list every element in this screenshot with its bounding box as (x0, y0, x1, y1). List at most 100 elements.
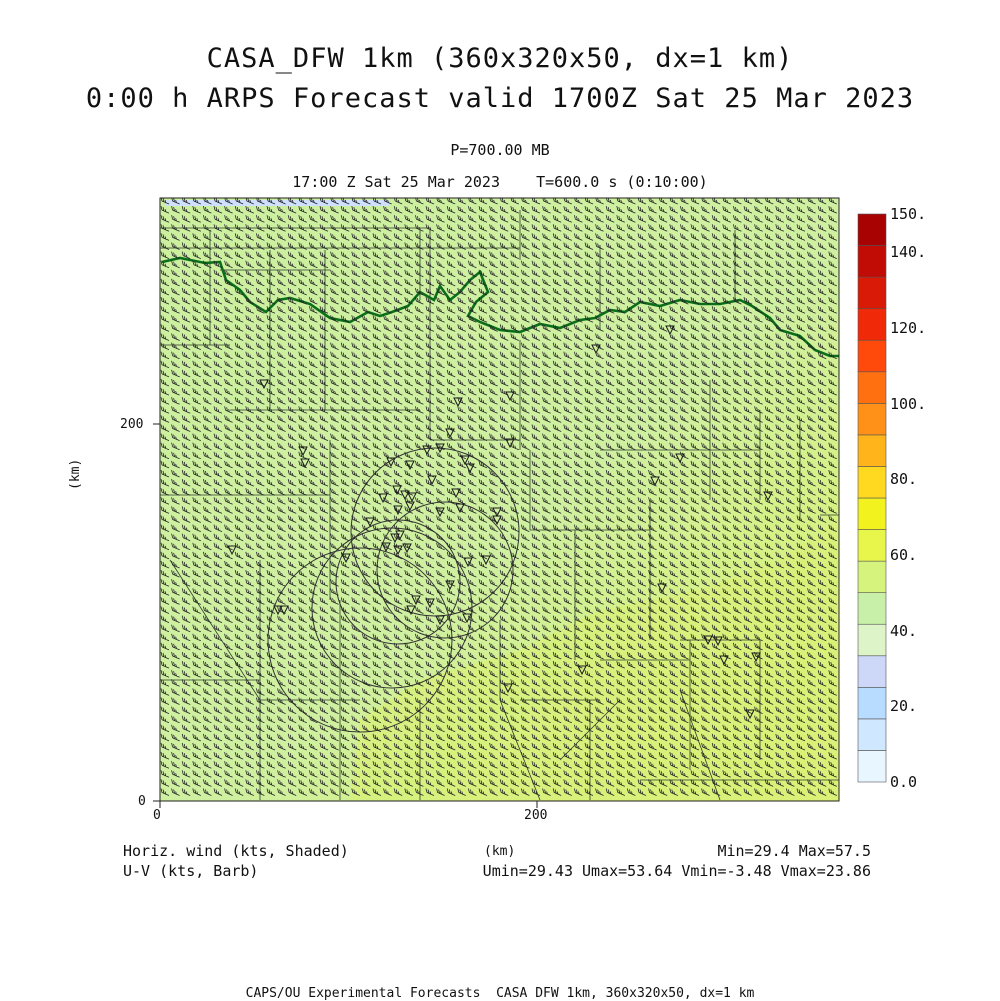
colorbar-swatch (857, 529, 887, 562)
radar-site-marker (298, 446, 308, 457)
radar-site-marker (713, 636, 723, 647)
radar-site-marker (300, 458, 310, 469)
radar-site-marker (451, 488, 461, 499)
plot-frame (159, 197, 840, 802)
radar-site-marker (279, 605, 289, 616)
uv-range-label: Umin=29.43 Umax=53.64 Vmin=-3.48 Vmax=23… (482, 862, 871, 880)
radar-site-marker (445, 580, 455, 591)
radar-site-marker (745, 709, 755, 720)
radar-site-marker (719, 655, 729, 666)
colorbar-label: 140. (890, 243, 927, 261)
radar-site-marker (455, 503, 465, 514)
radar-site-marker (435, 443, 445, 454)
radar-site-marker (386, 457, 396, 468)
radar-site-marker (381, 542, 391, 553)
figure-title-line1: CASA_DFW 1km (360x320x50, dx=1 km) (206, 43, 794, 74)
radar-site-marker (650, 476, 660, 487)
colorbar-label: 150. (890, 205, 927, 223)
radar-site-marker (407, 492, 417, 503)
y-axis-label: (km) (68, 458, 83, 490)
x-axis-label: (km) (484, 844, 516, 859)
colorbar-label: 40. (890, 622, 918, 640)
colorbar-label: 0.0 (890, 773, 918, 791)
y-tick-0: 0 (138, 794, 146, 809)
radar-site-marker (591, 344, 601, 355)
radar-range-ring (311, 527, 473, 689)
colorbar-swatch (857, 497, 887, 530)
radar-range-ring (350, 447, 520, 617)
radar-site-marker (405, 501, 415, 512)
colorbar-label: 120. (890, 319, 927, 337)
radar-site-marker (425, 598, 435, 609)
radar-site-marker (445, 428, 455, 439)
min-max-label: Min=29.4 Max=57.5 (717, 842, 871, 860)
valid-time-label: 17:00 Z Sat 25 Mar 2023 T=600.0 s (0:10:… (292, 173, 708, 191)
radar-site-marker (427, 475, 437, 486)
radar-site-marker (751, 652, 761, 663)
radar-site-marker (763, 491, 773, 502)
shaded-field-label: Horiz. wind (kts, Shaded) (123, 842, 349, 860)
radar-site-marker (492, 515, 502, 526)
radar-site-marker (435, 615, 445, 626)
colorbar-swatch (857, 245, 887, 278)
radar-sites (227, 325, 773, 720)
radar-range-ring (267, 547, 453, 733)
x-tick-0: 0 (153, 808, 161, 823)
radar-site-marker (657, 583, 667, 594)
radar-site-marker (481, 555, 491, 566)
colorbar-label: 60. (890, 546, 918, 564)
radar-site-marker (665, 325, 675, 336)
credits-line: CAPS/OU Experimental Forecasts CASA DFW … (245, 986, 755, 1001)
axis-ticks (153, 423, 538, 808)
radar-site-marker (465, 463, 475, 474)
radar-site-marker (400, 490, 410, 501)
radar-site-marker (503, 683, 513, 694)
colorbar-swatch (857, 718, 887, 751)
radar-site-marker (453, 397, 463, 408)
radar-site-marker (341, 553, 351, 564)
radar-site-marker (378, 493, 388, 504)
colorbar-swatch (857, 213, 887, 246)
radar-site-marker (411, 595, 421, 606)
pressure-level-label: P=700.00 MB (450, 141, 550, 159)
radar-site-marker (460, 455, 470, 466)
radar-site-marker (406, 605, 416, 616)
radar-site-marker (402, 543, 412, 554)
radar-site-marker (259, 379, 269, 390)
radar-site-marker (393, 505, 403, 516)
radar-site-marker (703, 635, 713, 646)
colorbar-swatch (857, 339, 887, 373)
barb-grid (160, 198, 837, 796)
colorbar-swatch (857, 623, 887, 657)
y-tick-200: 200 (120, 417, 144, 432)
colorbar-swatch (857, 592, 887, 625)
radar-site-marker (463, 557, 473, 568)
radar-site-marker (492, 507, 502, 518)
colorbar-swatch (857, 308, 887, 341)
colorbar (857, 213, 887, 783)
radar-site-marker (462, 613, 472, 624)
radar-site-marker (390, 533, 400, 544)
radar-site-marker (273, 605, 283, 616)
radar-site-marker (365, 517, 375, 528)
colorbar-label: 20. (890, 697, 918, 715)
colorbar-swatch (857, 371, 887, 404)
radar-site-marker (435, 507, 445, 518)
colorbar-swatch (857, 750, 887, 783)
barb-field-label: U-V (kts, Barb) (123, 862, 259, 880)
figure-title-line2: 0:00 h ARPS Forecast valid 1700Z Sat 25 … (85, 83, 915, 114)
colorbar-swatch (857, 560, 887, 593)
colorbar-swatch (857, 655, 887, 688)
radar-site-marker (577, 665, 587, 676)
colorbar-swatch (857, 466, 887, 499)
wind-barbs (160, 198, 837, 796)
radar-site-marker (675, 453, 685, 464)
colorbar-swatch (857, 434, 887, 467)
radar-site-marker (405, 460, 415, 471)
radar-site-marker (505, 391, 515, 402)
radar-site-marker (393, 545, 403, 556)
colorbar-label: 80. (890, 470, 918, 488)
colorbar-label: 100. (890, 395, 927, 413)
radar-site-marker (505, 438, 515, 449)
colorbar-swatch (857, 687, 887, 720)
